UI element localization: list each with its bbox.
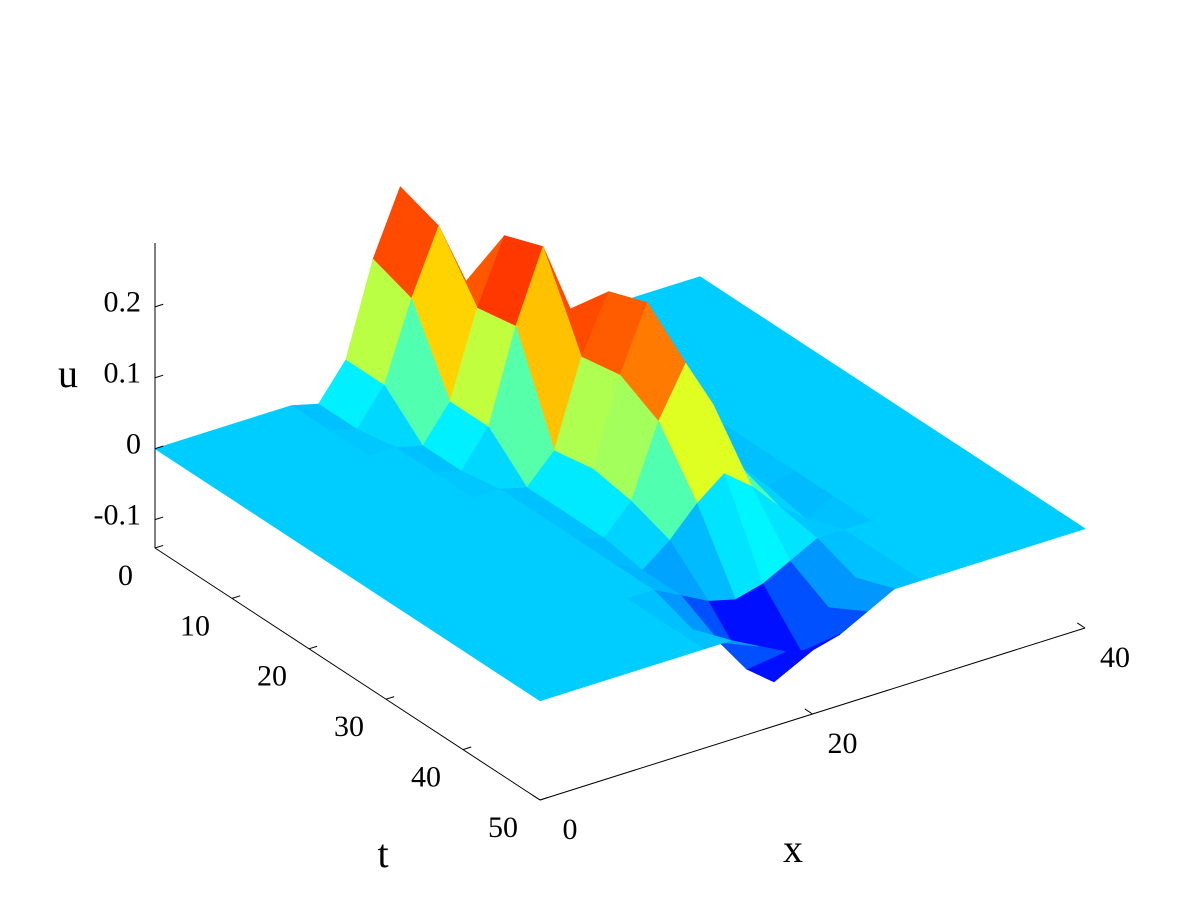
z-tick	[154, 374, 164, 379]
t-axis-line	[154, 547, 541, 801]
t-tick	[539, 796, 549, 801]
t-tick-label: 50	[488, 811, 518, 844]
z-tick-label: 0.1	[104, 357, 142, 390]
x-tick	[532, 794, 541, 801]
x-tick	[804, 708, 813, 715]
z-tick	[154, 516, 164, 521]
t-tick-label: 40	[411, 760, 441, 793]
t-tick	[154, 544, 164, 549]
t-tick-label: 0	[118, 559, 133, 592]
x-tick-label: 40	[1100, 641, 1130, 674]
z-tick	[154, 303, 164, 308]
t-tick-label: 20	[257, 660, 287, 693]
z-tick-label: 0	[126, 428, 141, 461]
axes: -0.1 0 0.1 0.2 0 10 20 30 40 50 0 20 40	[94, 243, 1130, 846]
t-tick	[462, 746, 472, 751]
t-tick	[308, 645, 318, 650]
t-tick-label: 10	[180, 609, 210, 642]
x-axis-label: x	[783, 826, 803, 871]
z-tick-label: 0.2	[104, 286, 142, 319]
x-tick-label: 0	[563, 813, 578, 846]
z-tick-label: -0.1	[94, 499, 142, 532]
surface-patch	[501, 666, 568, 702]
x-tick	[1077, 622, 1086, 629]
x-tick-label: 20	[828, 727, 858, 760]
surface	[154, 186, 1086, 702]
t-tick	[231, 595, 241, 599]
t-tick	[385, 696, 395, 700]
z-tick	[154, 445, 164, 450]
z-axis-label: u	[58, 351, 78, 396]
t-tick-label: 30	[334, 710, 364, 743]
t-axis-label: t	[377, 831, 388, 876]
